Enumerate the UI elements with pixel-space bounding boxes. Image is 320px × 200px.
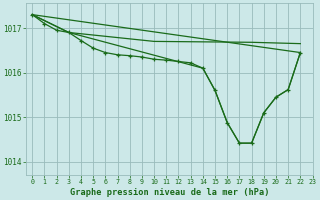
X-axis label: Graphe pression niveau de la mer (hPa): Graphe pression niveau de la mer (hPa) xyxy=(69,188,269,197)
